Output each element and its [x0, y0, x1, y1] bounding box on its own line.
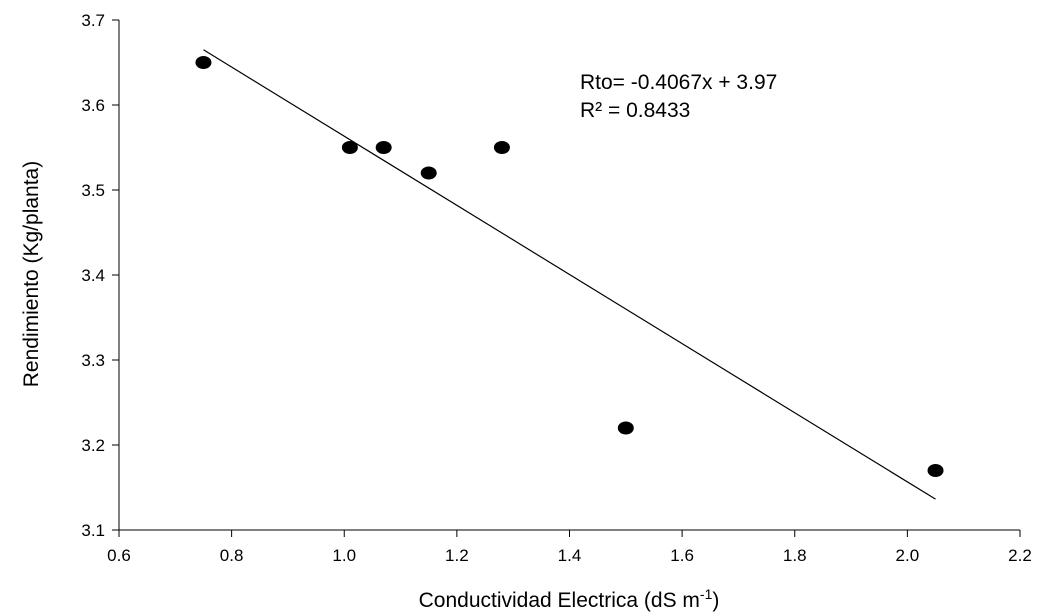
- x-tick-label: 1.0: [332, 546, 356, 565]
- y-tick-label: 3.7: [81, 11, 105, 30]
- x-axis-ticks: 0.6 0.8 1.0 1.2 1.4 1.6 1.8 2.0 2.2: [107, 530, 1032, 565]
- y-tick-label: 3.6: [81, 96, 105, 115]
- plot-area: 0.6 0.8 1.0 1.2 1.4 1.6 1.8 2.0 2.2 3.1 3.2 3.3 3.4…: [81, 11, 1031, 565]
- x-axis-title-superscript: -1: [700, 586, 713, 602]
- y-axis-title: Rendimiento (Kg/planta): [20, 161, 43, 387]
- y-axis-ticks: 3.1 3.2 3.3 3.4 3.5 3.6 3.7: [81, 11, 119, 540]
- x-tick-label: 0.6: [107, 546, 131, 565]
- data-point: [927, 464, 944, 477]
- x-tick-label: 2.0: [896, 546, 920, 565]
- data-point: [420, 166, 437, 180]
- data-point: [617, 421, 634, 435]
- data-points: [195, 56, 944, 477]
- data-point: [493, 141, 510, 154]
- y-tick-label: 3.3: [81, 351, 105, 370]
- x-axis-title-suffix: ): [712, 589, 719, 612]
- trend-line: [203, 49, 936, 500]
- x-tick-label: 2.2: [1008, 546, 1032, 565]
- y-tick-label: 3.2: [81, 436, 105, 455]
- data-point: [195, 56, 212, 69]
- r-squared-annotation: R² = 0.8433: [580, 99, 690, 122]
- data-point: [375, 141, 392, 154]
- x-axis-title-main: Conductividad Electrica (dS m: [419, 589, 700, 612]
- x-tick-label: 0.8: [220, 546, 244, 565]
- x-axis-title: Conductividad Electrica (dS m-1): [419, 586, 720, 612]
- y-tick-label: 3.4: [81, 266, 105, 285]
- equation-annotation: Rto= -0.4067x + 3.97: [580, 71, 777, 94]
- x-tick-label: 1.8: [783, 546, 807, 565]
- x-tick-label: 1.4: [558, 546, 582, 565]
- x-tick-label: 1.2: [445, 546, 469, 565]
- x-tick-label: 1.6: [670, 546, 694, 565]
- data-point: [341, 141, 358, 154]
- y-tick-label: 3.5: [81, 181, 105, 200]
- y-tick-label: 3.1: [81, 521, 105, 540]
